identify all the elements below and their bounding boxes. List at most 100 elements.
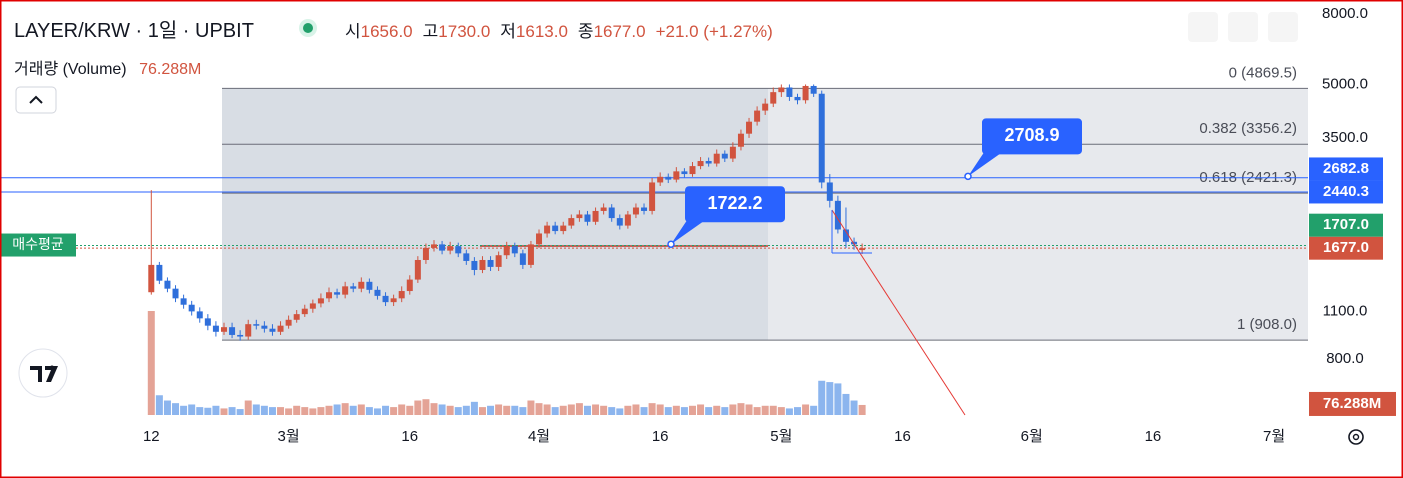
- ohlc-value: 1730.0: [438, 22, 491, 41]
- candle-body: [285, 319, 292, 326]
- candle-body: [632, 207, 639, 215]
- candle-body: [196, 311, 203, 319]
- volume-bar: [204, 407, 212, 415]
- toolbar-button[interactable]: [1188, 12, 1218, 42]
- candle-body: [810, 85, 817, 94]
- x-tick-label: 16: [652, 428, 669, 445]
- callout-box: [685, 186, 785, 223]
- callout-point: [964, 172, 972, 181]
- candle-body: [503, 246, 510, 256]
- candle-body: [584, 214, 591, 222]
- volume-bar: [438, 404, 446, 415]
- candle-body: [277, 325, 284, 332]
- status-icon: [299, 19, 317, 37]
- volume-bar: [446, 405, 454, 415]
- price-label-box: [1309, 213, 1383, 237]
- y-tick-label: 1100.0: [1323, 302, 1368, 319]
- candle-body: [536, 233, 543, 245]
- candle-body: [762, 103, 769, 111]
- candle-body: [552, 225, 559, 232]
- settings-icon-center: [1352, 433, 1360, 441]
- x-tick-label: 16: [401, 428, 418, 445]
- candle-body: [616, 218, 623, 226]
- toolbar-icons: [1188, 12, 1298, 42]
- candle-body: [422, 247, 429, 260]
- volume-bar: [753, 407, 761, 415]
- y-tick-label: 800.0: [1326, 350, 1364, 367]
- volume-bar: [640, 407, 648, 415]
- volume-bar: [802, 404, 810, 415]
- y-tick-label: 5000.0: [1322, 75, 1368, 92]
- callout-pointer: [671, 220, 705, 245]
- volume-bar: [147, 311, 155, 415]
- volume-bar: [672, 405, 680, 415]
- settings-icon[interactable]: [1348, 429, 1364, 445]
- candle-body: [649, 182, 656, 211]
- volume-bar: [180, 405, 188, 415]
- collapse-button[interactable]: [15, 86, 57, 114]
- candle-body: [148, 264, 155, 293]
- candle-body: [229, 327, 236, 335]
- candle-body: [479, 259, 486, 270]
- candle-body: [261, 325, 268, 329]
- volume-bar: [559, 405, 567, 415]
- candle-body: [309, 303, 316, 309]
- volume-bar: [721, 407, 729, 415]
- volume-bar: [858, 404, 866, 415]
- volume-bar: [705, 407, 713, 415]
- x-tick-label: 6월: [1021, 428, 1043, 445]
- y-tick-label: 3500.0: [1322, 129, 1368, 146]
- candle-body: [608, 207, 615, 219]
- volume-bar: [713, 405, 721, 415]
- y-tick-label: 8000.0: [1322, 5, 1368, 22]
- volume-bar: [277, 407, 285, 415]
- volume-label-box: [1309, 391, 1396, 416]
- volume-bar: [252, 404, 260, 415]
- volume-bar: [519, 407, 527, 415]
- volume-bar: [220, 408, 228, 415]
- toolbar-button[interactable]: [1228, 12, 1258, 42]
- candle-body: [301, 308, 308, 315]
- volume-bar: [260, 405, 268, 415]
- volume-bar: [188, 404, 196, 415]
- volume-bar: [680, 407, 688, 415]
- volume-bar: [785, 408, 793, 415]
- candle-body: [544, 225, 551, 234]
- volume-bar: [309, 408, 317, 415]
- candle-body: [156, 264, 163, 281]
- candle-body: [600, 207, 607, 211]
- volume-bar: [390, 407, 398, 415]
- candle-body: [245, 324, 252, 337]
- candle-body: [366, 281, 373, 290]
- volume-bar: [228, 407, 236, 415]
- avg-label: 매수평균: [12, 236, 64, 252]
- candle-body: [713, 153, 720, 164]
- candle-body: [164, 280, 171, 289]
- candle-body: [334, 292, 341, 295]
- toolbar-button[interactable]: [1268, 12, 1298, 42]
- volume-bar: [527, 400, 535, 415]
- callout-box: [982, 118, 1082, 155]
- volume-bar: [600, 405, 608, 415]
- volume-bar: [793, 407, 801, 415]
- logo[interactable]: [18, 348, 68, 398]
- volume-bar: [503, 405, 511, 415]
- candle-body: [293, 314, 300, 320]
- candle-body: [374, 289, 381, 296]
- volume-bar: [462, 405, 470, 415]
- volume-bar: [317, 407, 325, 415]
- x-tick-label: 4월: [528, 428, 550, 445]
- profile-zone: [222, 88, 768, 341]
- candle-body: [519, 253, 526, 265]
- candle-body: [471, 260, 478, 270]
- candle-body: [237, 334, 244, 337]
- volume-bar: [745, 404, 753, 415]
- volume-bar: [583, 405, 591, 415]
- x-tick-label: 5월: [770, 428, 792, 445]
- candle-body: [818, 93, 825, 183]
- candle-body: [455, 246, 462, 254]
- candle-body: [560, 225, 567, 232]
- volume-bar: [543, 404, 551, 415]
- x-tick-label: 12: [143, 428, 160, 445]
